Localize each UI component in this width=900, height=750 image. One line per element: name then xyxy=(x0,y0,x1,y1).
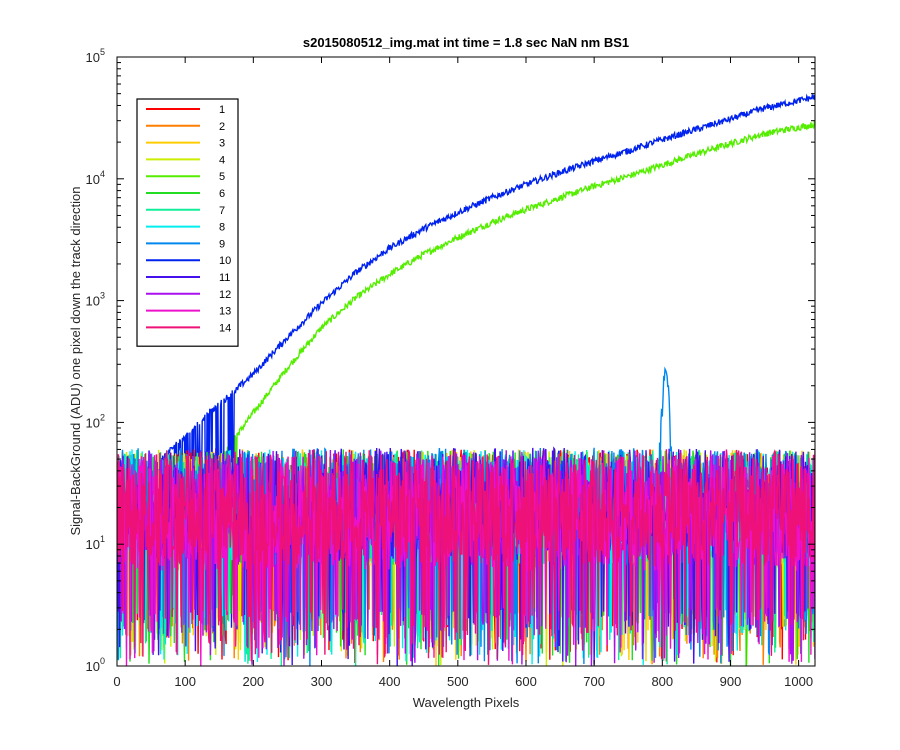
x-tick-label: 500 xyxy=(447,674,469,689)
x-tick-label: 700 xyxy=(583,674,605,689)
y-tick-label: 102 xyxy=(86,412,105,430)
legend-label: 6 xyxy=(219,188,225,200)
legend-label: 10 xyxy=(219,255,231,267)
y-tick-label: 101 xyxy=(86,534,105,552)
x-tick-label: 0 xyxy=(113,674,120,689)
x-tick-label: 200 xyxy=(242,674,264,689)
x-tick-label: 900 xyxy=(720,674,742,689)
legend-label: 9 xyxy=(219,238,225,250)
chart-title: s2015080512_img.mat int time = 1.8 sec N… xyxy=(303,35,629,50)
legend-label: 13 xyxy=(219,306,231,318)
x-tick-label: 100 xyxy=(174,674,196,689)
legend-label: 12 xyxy=(219,289,231,301)
legend-label: 14 xyxy=(219,322,231,334)
x-tick-label: 400 xyxy=(379,674,401,689)
y-axis-label: Signal-BackGround (ADU) one pixel down t… xyxy=(68,186,83,535)
legend-label: 1 xyxy=(219,104,225,116)
x-axis-label: Wavelength Pixels xyxy=(413,695,520,710)
series-layer xyxy=(117,92,815,666)
y-tick-label: 103 xyxy=(86,291,105,309)
legend-label: 3 xyxy=(219,138,225,150)
y-tick-label: 100 xyxy=(86,656,105,674)
y-tick-label: 104 xyxy=(86,169,105,187)
y-tick-label: 105 xyxy=(86,47,105,65)
legend-box xyxy=(136,98,239,347)
x-tick-label: 1000 xyxy=(784,674,813,689)
x-axis: 0 100 200 300 400 500 600 700 800 900 1000 xyxy=(113,57,813,689)
legend-label: 11 xyxy=(219,272,230,284)
legend-label: 4 xyxy=(219,154,225,166)
legend-label: 5 xyxy=(219,171,225,183)
plot-frame xyxy=(116,56,816,667)
legend-label: 7 xyxy=(219,205,225,217)
x-tick-label: 800 xyxy=(651,674,673,689)
x-tick-label: 300 xyxy=(311,674,333,689)
x-tick-label: 600 xyxy=(515,674,537,689)
legend-label: 2 xyxy=(219,121,225,133)
series-line-14 xyxy=(117,449,815,665)
legend-label: 8 xyxy=(219,222,225,234)
